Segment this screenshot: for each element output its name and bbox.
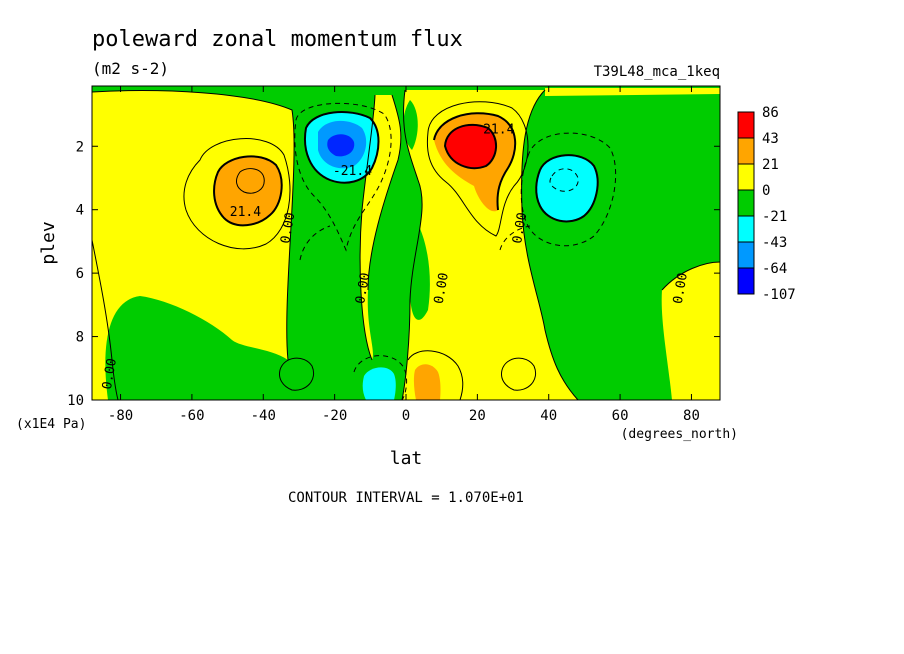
- y-axis-units: (x1E4 Pa): [16, 417, 86, 432]
- x-axis-units: (degrees_north): [621, 427, 738, 442]
- contour-label: 0.00: [510, 211, 530, 244]
- contour-label: 0.00: [100, 357, 120, 390]
- colorbar-swatch: [737, 189, 755, 217]
- contour-label: 21.4: [483, 123, 514, 138]
- y-tick-label: 2: [76, 139, 84, 155]
- x-tick-label: -60: [179, 408, 204, 424]
- y-axis-label: plev: [38, 221, 59, 264]
- contour-label: 21.4: [230, 205, 261, 220]
- region-red-nh: [445, 124, 497, 169]
- chart-units: (m2 s-2): [92, 59, 169, 78]
- x-tick-label: 40: [540, 408, 557, 424]
- x-tick-label: 0: [402, 408, 410, 424]
- y-axis: 2 4 6 8 10: [67, 139, 720, 409]
- region-positive-top-strip: [545, 88, 720, 96]
- colorbar-label: 0: [762, 183, 770, 199]
- colorbar-swatch: [737, 137, 755, 165]
- colorbar-label: -43: [762, 235, 787, 251]
- x-tick-label: -20: [322, 408, 347, 424]
- colorbar-label: -107: [762, 287, 796, 303]
- contour-label: 0.00: [432, 272, 452, 305]
- region-negative-hole-1: [403, 100, 418, 150]
- y-tick-label: 4: [76, 203, 84, 219]
- contour-label: 0.00: [671, 272, 691, 305]
- region-darkblue-sh: [327, 134, 355, 157]
- x-tick-label: 20: [469, 408, 486, 424]
- y-tick-label: 6: [76, 266, 84, 282]
- y-tick-label: 8: [76, 330, 84, 346]
- region-orange-surface: [413, 364, 441, 400]
- contour-lines-negative: [294, 102, 617, 400]
- colorbar-swatch: [737, 163, 755, 191]
- region-positive-nh-high: [661, 262, 720, 400]
- colorbar: 86 43 21 0 -21 -43 -64 -107: [737, 105, 796, 303]
- contour-field: 21.4 -21.4 21.4 0.00 0.00 0.00 0.00 0.00 0.00: [92, 86, 720, 400]
- contour-lines: [92, 89, 720, 400]
- colorbar-label: 86: [762, 105, 779, 121]
- x-tick-label: 80: [683, 408, 700, 424]
- region-negative-hole-2: [407, 215, 430, 320]
- region-cyan-nh: [536, 155, 598, 222]
- x-tick-label: 60: [612, 408, 629, 424]
- contour-label: 0.00: [353, 272, 373, 305]
- y-tick-label: 10: [67, 393, 84, 409]
- chart-title: poleward zonal momentum flux: [92, 27, 463, 52]
- colorbar-swatch: [737, 215, 755, 243]
- contour-lines-bold: [213, 111, 599, 227]
- x-tick-label: -40: [251, 408, 276, 424]
- region-orange-sh: [214, 156, 282, 226]
- colorbar-label: -64: [762, 261, 787, 277]
- x-axis: -80 -60 -40 -20 0 20 40 60 80: [108, 86, 700, 424]
- contour-interval-text: CONTOUR INTERVAL = 1.070E+01: [288, 490, 524, 506]
- x-tick-label: -80: [108, 408, 133, 424]
- contour-labels: 21.4 -21.4 21.4 0.00 0.00 0.00 0.00 0.00 0.00: [100, 123, 691, 391]
- contour-label: 0.00: [278, 211, 298, 244]
- colorbar-swatch: [737, 111, 755, 139]
- colorbar-swatch: [737, 267, 755, 295]
- x-axis-label: lat: [390, 448, 423, 469]
- colorbar-label: 21: [762, 157, 779, 173]
- region-cyan-surface: [362, 367, 396, 400]
- colorbar-label: 43: [762, 131, 779, 147]
- contour-label: -21.4: [333, 164, 372, 179]
- colorbar-swatch: [737, 241, 755, 269]
- run-label: T39L48_mca_1keq: [594, 64, 720, 80]
- region-positive-center: [402, 90, 578, 400]
- colorbar-label: -21: [762, 209, 787, 225]
